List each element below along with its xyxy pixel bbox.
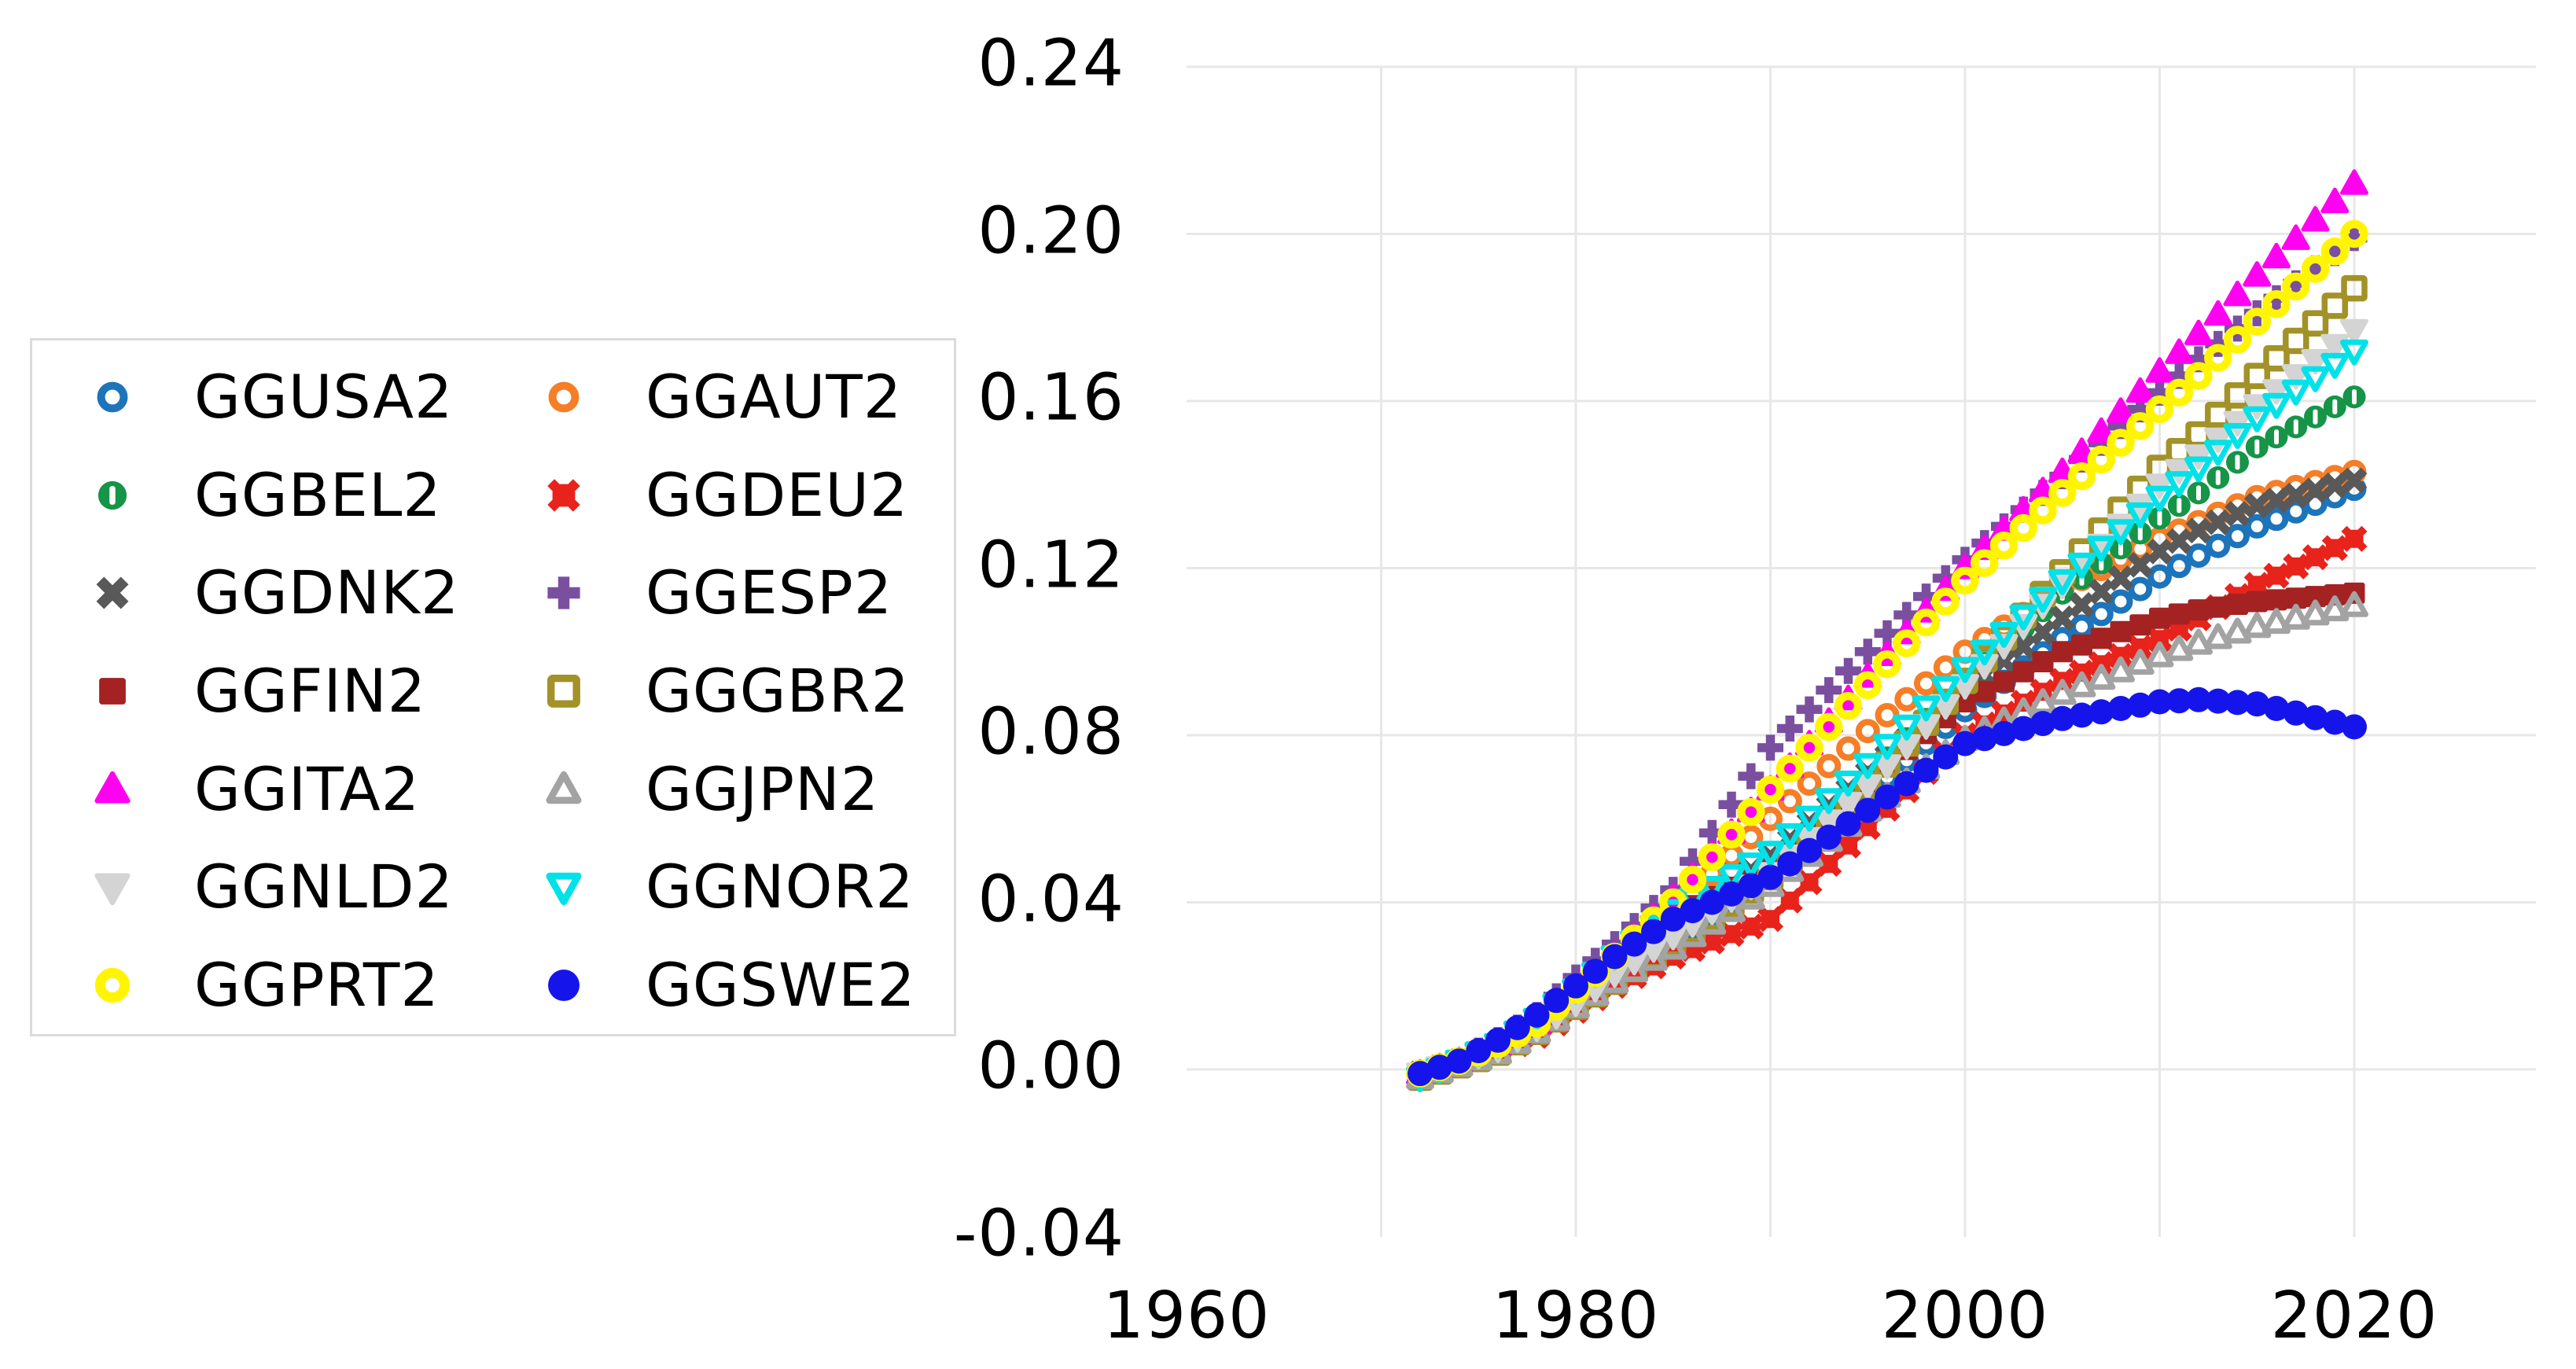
y-axis-tick-label: 0.20 bbox=[977, 193, 1124, 269]
legend-item-ggprt2: GGPRT2 bbox=[32, 936, 484, 1034]
legend-label: GGJPN2 bbox=[646, 753, 880, 824]
legend-item-ggfin2: GGFIN2 bbox=[32, 642, 484, 741]
legend-label: GGBEL2 bbox=[194, 459, 442, 530]
plus-icon bbox=[547, 576, 580, 610]
y-axis-tick-label: -0.04 bbox=[953, 1196, 1124, 1271]
legend-item-ggjpn2: GGJPN2 bbox=[484, 740, 954, 838]
legend-item-ggswe2: GGSWE2 bbox=[484, 936, 954, 1034]
circle-open-thick-icon bbox=[94, 967, 131, 1003]
triangle-up-open-icon bbox=[546, 771, 582, 804]
triangle-down-filled-icon bbox=[94, 873, 131, 906]
legend-label: GGESP2 bbox=[646, 558, 893, 628]
legend-label: GGUSA2 bbox=[194, 362, 454, 432]
legend-item-ggdnk2: GGDNK2 bbox=[32, 544, 484, 642]
legend-item-ggusa2: GGUSA2 bbox=[32, 348, 484, 447]
legend-label: GGDNK2 bbox=[194, 558, 460, 628]
legend-label: GGNOR2 bbox=[646, 852, 914, 922]
legend-item-ggdeu2: GGDEU2 bbox=[484, 447, 954, 545]
x-axis-tick-label: 1980 bbox=[1492, 1279, 1660, 1353]
legend-label: GGSWE2 bbox=[646, 949, 916, 1020]
triangle-up-filled-icon bbox=[94, 771, 131, 804]
circle-open-icon bbox=[97, 381, 128, 413]
y-axis-tick-label: 0.00 bbox=[977, 1029, 1124, 1104]
y-axis-tick-label: 0.16 bbox=[977, 360, 1124, 436]
legend-label: GGDEU2 bbox=[646, 459, 909, 530]
chart-legend: GGUSA2 GGAUT2 GGBEL2 GGDEU2 GGDNK2 GGESP2 GGFI… bbox=[30, 338, 956, 1036]
legend-item-ggnld2: GGNLD2 bbox=[32, 838, 484, 937]
series-gggbr2 bbox=[1407, 274, 2368, 1091]
series-ggprt2 bbox=[1406, 219, 2368, 1088]
y-axis-tick-label: 0.24 bbox=[977, 26, 1124, 101]
series-ggswe2 bbox=[1408, 686, 2367, 1087]
circle-slit-icon bbox=[98, 480, 127, 510]
legend-label: GGITA2 bbox=[194, 753, 421, 824]
square-open-icon bbox=[547, 674, 580, 708]
x-axis-tick-label: 2020 bbox=[2270, 1279, 2438, 1353]
legend-item-ggesp2: GGESP2 bbox=[484, 544, 954, 642]
series-ggnor2 bbox=[1406, 339, 2368, 1093]
asterisk-icon bbox=[547, 479, 580, 512]
x-axis-tick-label: 1960 bbox=[1102, 1279, 1271, 1353]
y-axis-tick-label: 0.08 bbox=[977, 694, 1124, 770]
legend-label: GGPRT2 bbox=[194, 949, 440, 1020]
legend-label: GGNLD2 bbox=[194, 852, 454, 922]
legend-item-ggbel2: GGBEL2 bbox=[32, 447, 484, 545]
circle-filled-icon bbox=[548, 969, 580, 1001]
legend-label: GGFIN2 bbox=[194, 655, 427, 726]
x-axis-tick-label: 2000 bbox=[1881, 1279, 2049, 1353]
x-cross-icon bbox=[96, 576, 129, 609]
legend-item-ggnor2: GGNOR2 bbox=[484, 838, 954, 937]
legend-item-ggaut2: GGAUT2 bbox=[484, 348, 954, 447]
legend-label: GGGBR2 bbox=[646, 655, 910, 726]
square-filled-icon bbox=[99, 678, 126, 705]
legend-item-ggita2: GGITA2 bbox=[32, 740, 484, 838]
legend-item-gggbr2: GGGBR2 bbox=[484, 642, 954, 741]
legend-label: GGAUT2 bbox=[646, 362, 903, 432]
y-axis-tick-label: 0.04 bbox=[977, 862, 1124, 937]
y-axis-tick-label: 0.12 bbox=[977, 528, 1124, 603]
triangle-down-open-icon bbox=[546, 872, 582, 906]
circle-open-icon bbox=[548, 381, 580, 413]
